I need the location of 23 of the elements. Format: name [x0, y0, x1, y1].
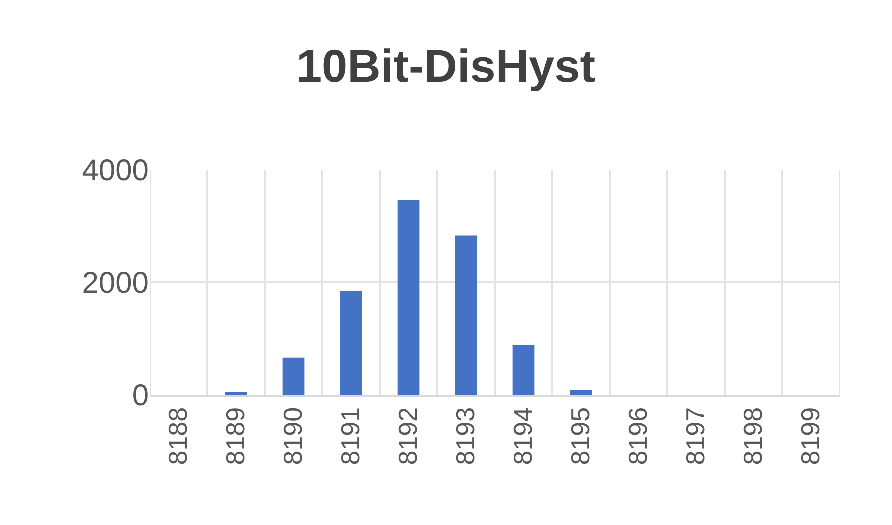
- y-tick-label: 2000: [82, 267, 149, 300]
- x-tick-label: 8189: [220, 407, 251, 466]
- bar: [340, 290, 362, 395]
- x-tick-label: 8193: [450, 407, 481, 466]
- chart-title: 10Bit-DisHyst: [296, 40, 596, 92]
- bar: [282, 358, 305, 395]
- bar: [398, 200, 420, 395]
- y-tick-label: 0: [132, 380, 149, 412]
- x-tick-label: 8195: [566, 407, 596, 466]
- x-tick-label: 8196: [623, 407, 654, 466]
- bar: [455, 236, 478, 395]
- x-tick-label: 8191: [336, 407, 366, 466]
- x-tick-label: 8199: [796, 407, 826, 466]
- x-tick-label: 8192: [393, 407, 424, 466]
- x-tick-label: 8198: [738, 407, 768, 466]
- bar: [512, 344, 535, 395]
- y-tick-label: 4000: [82, 154, 149, 188]
- x-tick-label: 8188: [163, 407, 194, 466]
- x-tick-label: 8194: [508, 407, 538, 466]
- bar: [225, 392, 248, 395]
- bar: [570, 390, 592, 395]
- x-tick-label: 8197: [680, 407, 711, 466]
- x-tick-label: 8190: [278, 407, 308, 466]
